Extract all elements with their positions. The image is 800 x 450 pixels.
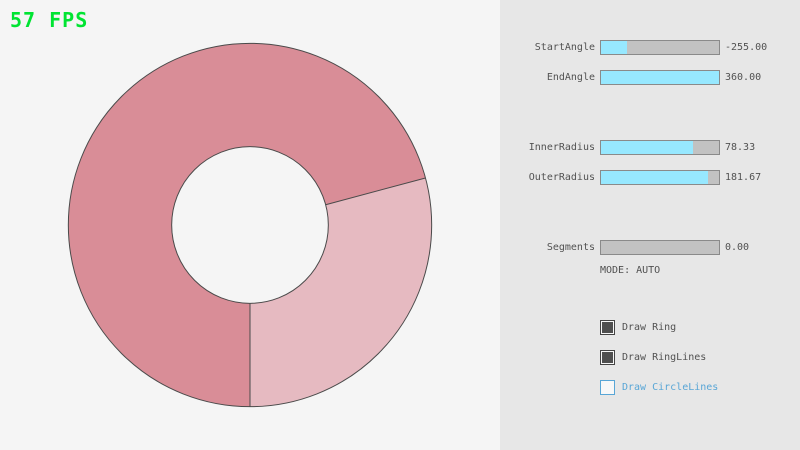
mode-text: MODE: AUTO [600, 265, 661, 276]
slider-startangle[interactable] [600, 40, 720, 55]
fps-counter: 57 FPS [10, 8, 89, 32]
checkbox-label-draw-circlelines: Draw CircleLines [622, 382, 719, 393]
slider-value-endangle: 360.00 [725, 72, 762, 83]
control-panel: StartAngle -255.00 EndAngle 360.00 Inner… [500, 0, 800, 450]
checkbox-draw-ringlines[interactable] [600, 350, 615, 365]
slider-label-segments: Segments [546, 242, 595, 253]
slider-innerradius[interactable] [600, 140, 720, 155]
slider-outerradius[interactable] [600, 170, 720, 185]
checkbox-draw-ring[interactable] [600, 320, 615, 335]
slider-label-outerradius: OuterRadius [528, 172, 595, 183]
checkbox-label-draw-ring: Draw Ring [622, 322, 677, 333]
slider-segments[interactable] [600, 240, 720, 255]
slider-value-innerradius: 78.33 [725, 142, 756, 153]
ring-outline-inner [171, 146, 329, 304]
slider-endangle-fill [601, 71, 719, 84]
checkbox-draw-circlelines[interactable] [600, 380, 615, 395]
slider-innerradius-fill [601, 141, 694, 154]
slider-label-innerradius: InnerRadius [528, 142, 595, 153]
slider-value-outerradius: 181.67 [725, 172, 762, 183]
checkbox-label-draw-ringlines: Draw RingLines [622, 352, 707, 363]
checkbox-draw-ring-check [602, 322, 613, 333]
checkbox-draw-ringlines-check [602, 352, 613, 363]
ring-segment-line-start [325, 177, 426, 206]
slider-outerradius-fill [601, 171, 709, 184]
slider-value-segments: 0.00 [725, 242, 750, 253]
slider-endangle[interactable] [600, 70, 720, 85]
ring-light-region [250, 177, 432, 407]
slider-label-startangle: StartAngle [534, 42, 595, 53]
slider-value-startangle: -255.00 [725, 42, 768, 53]
ring-chart [67, 42, 433, 408]
slider-startangle-fill [601, 41, 627, 54]
slider-label-endangle: EndAngle [546, 72, 595, 83]
